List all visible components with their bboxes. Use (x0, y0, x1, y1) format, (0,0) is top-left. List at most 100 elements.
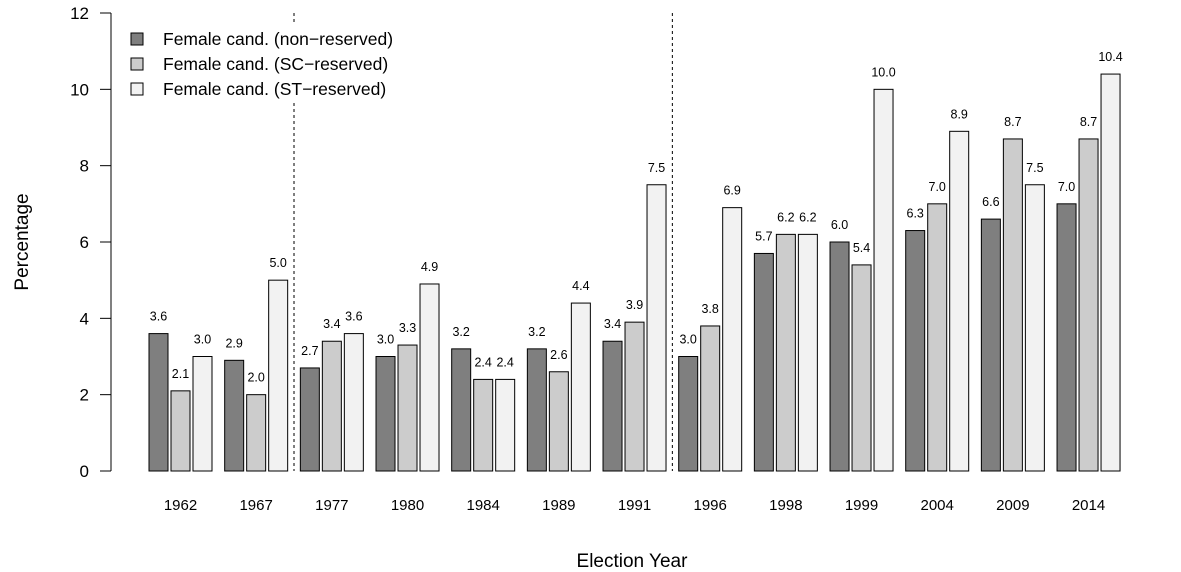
bar-1999-series-1 (829, 241, 850, 472)
data-label: 3.8 (701, 302, 718, 316)
x-tick-label: 1977 (315, 497, 348, 514)
x-tick-label: 1984 (466, 497, 499, 514)
legend: Female cand. (non−reserved) Female cand. … (113, 22, 453, 102)
legend-swatch (130, 32, 144, 46)
data-label: 2.1 (172, 367, 189, 381)
x-tick-label: 1980 (391, 497, 424, 514)
bar-1996-series-1 (678, 356, 699, 472)
legend-swatch (130, 82, 144, 96)
data-label: 8.9 (951, 107, 968, 121)
x-tick-label: 1996 (694, 497, 727, 514)
bar-1980-series-3 (419, 283, 440, 472)
data-label: 10.4 (1098, 50, 1122, 64)
data-label: 3.0 (377, 333, 394, 347)
bar-1962-series-3 (192, 356, 213, 472)
legend-label: Female cand. (SC−reserved) (163, 54, 388, 74)
bar-1984-series-1 (451, 348, 472, 472)
x-axis-labels: 1962 1967 1977 1980 1984 1989 1991 1996 1998 1999… (164, 497, 1105, 514)
y-tick-label: 4 (80, 309, 89, 328)
data-label: 8.7 (1080, 115, 1097, 129)
x-axis-title: Election Year (577, 551, 689, 572)
bar-1967-series-2 (246, 394, 267, 472)
data-label: 3.0 (194, 333, 211, 347)
data-label: 2.4 (496, 355, 513, 369)
bar-1989-series-1 (526, 348, 547, 472)
x-tick-label: 1991 (618, 497, 651, 514)
bar-1996-series-2 (700, 325, 721, 472)
bar-1998-series-2 (775, 233, 796, 472)
bar-1998-series-1 (753, 252, 774, 472)
data-label: 6.0 (831, 218, 848, 232)
data-label: 3.6 (150, 310, 167, 324)
bar-2009-series-3 (1024, 184, 1045, 472)
y-tick-label: 2 (80, 386, 89, 405)
bar-1989-series-3 (570, 302, 591, 472)
bar-1984-series-2 (473, 378, 494, 472)
legend-background (113, 22, 453, 102)
bar-2014-series-1 (1056, 203, 1077, 472)
y-tick-label: 12 (70, 4, 89, 23)
y-tick-label: 8 (80, 157, 89, 176)
legend-swatch (130, 57, 144, 71)
data-label: 2.0 (247, 371, 264, 385)
data-label: 4.4 (572, 279, 589, 293)
bar-1999-series-3 (873, 88, 894, 472)
data-label: 6.6 (982, 195, 999, 209)
data-label: 2.6 (550, 348, 567, 362)
data-label: 3.4 (323, 317, 340, 331)
bar-1967-series-3 (268, 279, 289, 472)
data-label: 2.4 (474, 355, 491, 369)
x-tick-label: 1999 (845, 497, 878, 514)
bar-1991-series-3 (646, 184, 667, 472)
x-tick-label: 1962 (164, 497, 197, 514)
bar-1999-series-2 (851, 264, 872, 472)
bar-2014-series-3 (1100, 73, 1121, 472)
bar-1991-series-1 (602, 340, 623, 472)
y-tick-label: 0 (80, 462, 89, 481)
bar-1984-series-3 (495, 378, 516, 472)
data-label: 7.0 (1058, 180, 1075, 194)
data-label: 3.2 (528, 325, 545, 339)
data-label: 7.5 (648, 161, 665, 175)
x-tick-label: 2014 (1072, 497, 1105, 514)
data-label: 10.0 (871, 65, 895, 79)
bar-2004-series-1 (905, 230, 926, 472)
legend-label: Female cand. (ST−reserved) (163, 79, 386, 99)
data-label: 5.4 (853, 241, 870, 255)
legend-label: Female cand. (non−reserved) (163, 29, 393, 49)
y-axis: 0 2 4 6 8 10 12 (70, 4, 112, 481)
data-label: 8.7 (1004, 115, 1021, 129)
data-label: 4.9 (421, 260, 438, 274)
bar-1998-series-3 (797, 233, 818, 472)
data-label: 6.2 (777, 210, 794, 224)
bar-2009-series-1 (980, 218, 1001, 472)
data-label: 6.9 (723, 184, 740, 198)
data-label: 2.9 (225, 336, 242, 350)
bar-1980-series-2 (397, 344, 418, 472)
data-label: 3.3 (399, 321, 416, 335)
x-tick-label: 2004 (921, 497, 954, 514)
data-label: 3.2 (452, 325, 469, 339)
bar-1980-series-1 (375, 356, 396, 472)
x-tick-label: 1967 (239, 497, 272, 514)
x-tick-label: 2009 (996, 497, 1029, 514)
bar-1977-series-1 (299, 367, 320, 472)
bar-1996-series-3 (722, 207, 743, 472)
bars: 3.6 2.1 3.0 2.9 2.0 5.0 2.7 3.4 3.6 3.0 3.3 4.9 3.2 2… (148, 50, 1123, 472)
data-label: 7.0 (929, 180, 946, 194)
data-label: 5.0 (269, 256, 286, 270)
y-axis-title: Percentage (12, 193, 33, 290)
bar-1989-series-2 (548, 371, 569, 472)
bar-1962-series-1 (148, 333, 169, 472)
bar-1977-series-3 (343, 333, 364, 472)
data-label: 6.3 (907, 207, 924, 221)
x-tick-label: 1998 (769, 497, 802, 514)
period-separators (293, 13, 673, 471)
bar-2009-series-2 (1002, 138, 1023, 472)
data-label: 2.7 (301, 344, 318, 358)
data-label: 3.6 (345, 310, 362, 324)
bar-1991-series-2 (624, 321, 645, 472)
bar-2004-series-2 (927, 203, 948, 472)
bar-1967-series-1 (224, 359, 245, 472)
